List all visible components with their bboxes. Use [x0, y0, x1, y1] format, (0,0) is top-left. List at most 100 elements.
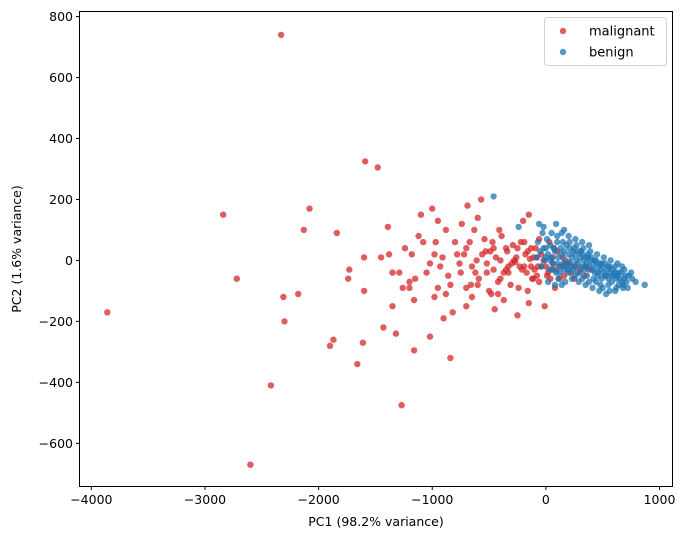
malignant-point: [525, 211, 532, 218]
benign-point: [547, 257, 554, 264]
malignant-point: [412, 275, 419, 282]
malignant-point: [560, 272, 568, 279]
malignant-point: [497, 257, 504, 264]
malignant-point: [535, 278, 543, 285]
benign-point: [591, 257, 598, 264]
benign-point: [579, 238, 586, 246]
benign-point: [533, 254, 540, 261]
malignant-point: [380, 324, 387, 331]
malignant-point: [359, 339, 367, 346]
series-malignant: [104, 31, 593, 468]
benign-point: [539, 229, 546, 237]
malignant-point: [524, 287, 531, 295]
benign-point: [598, 260, 605, 267]
y-tick-label: 200: [49, 192, 73, 207]
malignant-point: [398, 402, 405, 409]
malignant-point: [451, 238, 459, 246]
benign-point: [565, 232, 572, 240]
malignant-point: [233, 275, 240, 282]
benign-point: [562, 257, 569, 264]
malignant-point: [439, 254, 446, 261]
malignant-point: [410, 296, 418, 304]
malignant-point: [502, 245, 510, 252]
malignant-point: [490, 266, 497, 273]
benign-point: [548, 229, 555, 237]
benign-point: [566, 238, 573, 246]
benign-point: [587, 248, 594, 255]
malignant-point: [362, 158, 369, 165]
malignant-point: [458, 220, 465, 228]
malignant-point: [326, 342, 334, 349]
malignant-point: [104, 309, 111, 316]
benign-point: [615, 269, 622, 276]
benign-point: [582, 281, 589, 288]
benign-point: [632, 278, 639, 285]
malignant-point: [447, 354, 454, 362]
benign-point: [581, 263, 588, 270]
benign-point: [605, 281, 612, 288]
benign-point: [574, 260, 581, 267]
malignant-point: [496, 226, 503, 234]
legend-marker-benign: [559, 48, 567, 56]
benign-point: [602, 290, 610, 298]
benign-point: [600, 254, 607, 261]
benign-point: [624, 284, 631, 292]
malignant-point: [410, 347, 418, 354]
y-tick-label: 600: [49, 70, 73, 85]
malignant-point: [473, 257, 480, 264]
benign-point: [552, 220, 560, 228]
malignant-point: [505, 269, 512, 276]
benign-point: [571, 245, 578, 252]
malignant-point: [354, 360, 361, 368]
x-tick-label: −2000: [297, 492, 339, 507]
malignant-point: [498, 232, 505, 240]
malignant-point: [384, 223, 392, 231]
malignant-point: [457, 269, 464, 276]
malignant-point: [464, 202, 471, 209]
benign-point: [641, 281, 648, 288]
benign-point: [593, 251, 601, 258]
malignant-point: [399, 284, 406, 292]
malignant-point: [460, 251, 468, 258]
benign-point: [542, 245, 550, 252]
malignant-point: [510, 257, 518, 264]
malignant-point: [492, 254, 500, 261]
benign-point: [592, 278, 600, 285]
x-tick-label: −1000: [411, 492, 453, 507]
benign-point: [589, 284, 596, 292]
malignant-point: [481, 235, 488, 243]
y-tick-label: 800: [49, 9, 73, 24]
benign-point: [605, 263, 612, 270]
malignant-point: [541, 303, 548, 310]
malignant-point: [463, 303, 470, 310]
x-tick-label: 0: [542, 492, 550, 507]
benign-point: [584, 254, 592, 261]
malignant-point: [483, 269, 490, 276]
benign-point: [577, 248, 585, 255]
x-tick-label: −3000: [184, 492, 226, 507]
benign-point: [568, 275, 576, 282]
benign-point: [583, 272, 590, 279]
malignant-point: [406, 278, 413, 285]
benign-point: [572, 235, 579, 243]
malignant-point: [483, 260, 490, 267]
x-axis-label: PC1 (98.2% variance): [308, 514, 443, 529]
malignant-point: [467, 281, 475, 288]
malignant-point: [277, 31, 285, 39]
malignant-point: [247, 461, 254, 468]
benign-point: [558, 281, 565, 288]
series-benign: [490, 193, 648, 298]
benign-point: [627, 269, 635, 276]
benign-point: [554, 260, 561, 267]
malignant-point: [434, 284, 442, 292]
y-axis-label: PC2 (1.6% variance): [9, 185, 24, 313]
malignant-point: [346, 266, 353, 273]
benign-point: [585, 242, 593, 249]
benign-point: [534, 238, 542, 246]
malignant-point: [518, 266, 526, 273]
malignant-point: [521, 238, 528, 246]
x-axis: −4000 −3000 −2000 −1000 0 1000: [70, 486, 675, 507]
malignant-point: [385, 251, 393, 258]
malignant-point: [523, 269, 530, 276]
